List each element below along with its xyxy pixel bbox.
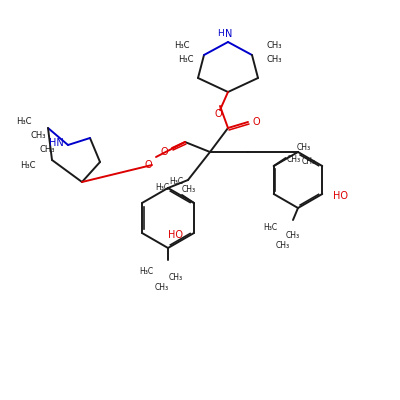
Text: CH₃: CH₃ bbox=[286, 232, 300, 240]
Text: CH₃: CH₃ bbox=[182, 184, 196, 194]
Text: O: O bbox=[160, 147, 168, 157]
Text: H₃C: H₃C bbox=[169, 176, 183, 186]
Text: H₃C: H₃C bbox=[178, 54, 194, 64]
Text: CH₃: CH₃ bbox=[39, 146, 55, 154]
Text: H₃C: H₃C bbox=[20, 160, 36, 170]
Text: CH₃: CH₃ bbox=[169, 274, 183, 282]
Text: O: O bbox=[144, 160, 152, 170]
Text: CH₃: CH₃ bbox=[297, 144, 311, 152]
Text: H: H bbox=[218, 30, 224, 38]
Text: H₃C: H₃C bbox=[263, 224, 277, 232]
Text: CH₃: CH₃ bbox=[30, 132, 46, 140]
Text: HO: HO bbox=[168, 230, 184, 240]
Text: HN: HN bbox=[49, 138, 63, 148]
Text: CH₃: CH₃ bbox=[287, 156, 301, 164]
Text: CH₃: CH₃ bbox=[155, 284, 169, 292]
Text: N: N bbox=[225, 29, 233, 39]
Text: CH₃: CH₃ bbox=[276, 242, 290, 250]
Text: CH₃: CH₃ bbox=[266, 54, 282, 64]
Text: CH₃: CH₃ bbox=[266, 40, 282, 50]
Text: H₃C: H₃C bbox=[155, 182, 169, 192]
Text: HO: HO bbox=[333, 191, 348, 201]
Text: O: O bbox=[252, 117, 260, 127]
Text: H₃C: H₃C bbox=[174, 40, 190, 50]
Text: O: O bbox=[214, 109, 222, 119]
Text: H₃C: H₃C bbox=[16, 118, 32, 126]
Text: H₃C: H₃C bbox=[139, 268, 153, 276]
Text: CH₃: CH₃ bbox=[302, 158, 316, 166]
